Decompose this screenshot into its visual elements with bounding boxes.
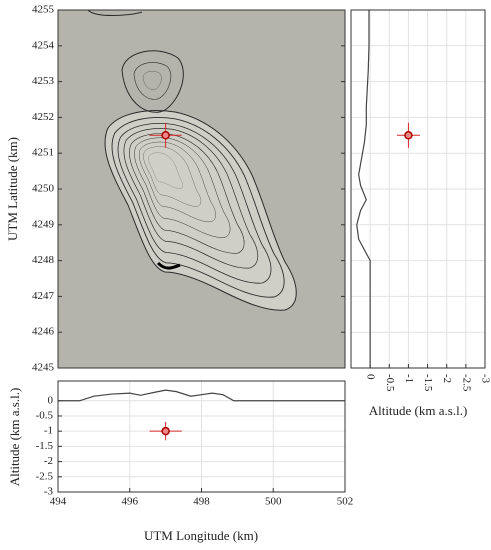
- y-tick-label: 0: [48, 394, 54, 406]
- y-tick-label: -3: [44, 486, 54, 498]
- y-tick-label: 4247: [32, 290, 55, 302]
- y-axis-label: Altitude (km a.s.l.): [7, 388, 22, 487]
- y-tick-label: 4250: [32, 183, 55, 195]
- x-tick-label: 0: [365, 374, 377, 380]
- x-tick-label: 496: [122, 496, 139, 508]
- y-tick-label: 4253: [32, 75, 55, 87]
- y-tick-label: 4248: [32, 254, 55, 266]
- x-tick-label: -1.5: [422, 374, 434, 392]
- y-tick-label: 4246: [32, 326, 55, 338]
- x-tick-label: -3: [479, 374, 491, 384]
- x-tick-label: 494: [50, 496, 67, 508]
- point: [404, 131, 413, 140]
- y-tick-label: -1: [44, 425, 53, 437]
- y-tick-label: -0.5: [36, 410, 54, 422]
- y-tick-label: -2: [44, 455, 53, 467]
- y-tick-label: -1.5: [36, 440, 54, 452]
- point: [161, 426, 170, 436]
- y-tick-label: 4252: [32, 111, 54, 123]
- contour-map: [58, 10, 345, 368]
- x-tick-label: -1: [403, 374, 415, 383]
- panel-frame: [57, 9, 346, 369]
- y-tick-label: -2.5: [36, 470, 54, 482]
- y-tick-label: 4245: [32, 362, 55, 374]
- x-tick-label: 498: [193, 496, 210, 508]
- profile-line: [356, 10, 371, 368]
- point: [161, 131, 170, 140]
- x-tick-label: -2.5: [460, 374, 472, 392]
- y-tick-label: 4249: [32, 218, 55, 230]
- x-axis-label: Altitude (km a.s.l.): [369, 403, 468, 418]
- panel-frame: [350, 9, 486, 369]
- panel-frame: [57, 380, 346, 493]
- x-axis-label: UTM Longitude (km): [144, 528, 258, 543]
- y-tick-label: 4254: [32, 39, 55, 51]
- y-axis-label: UTM Latitude (km): [5, 137, 20, 241]
- x-tick-label: 502: [337, 496, 354, 508]
- y-tick-label: 4255: [32, 4, 55, 16]
- x-tick-label: -0.5: [384, 374, 396, 392]
- x-tick-label: 500: [265, 496, 282, 508]
- profile-line: [58, 389, 345, 402]
- y-tick-label: 4251: [32, 147, 54, 159]
- x-tick-label: -2: [441, 374, 453, 383]
